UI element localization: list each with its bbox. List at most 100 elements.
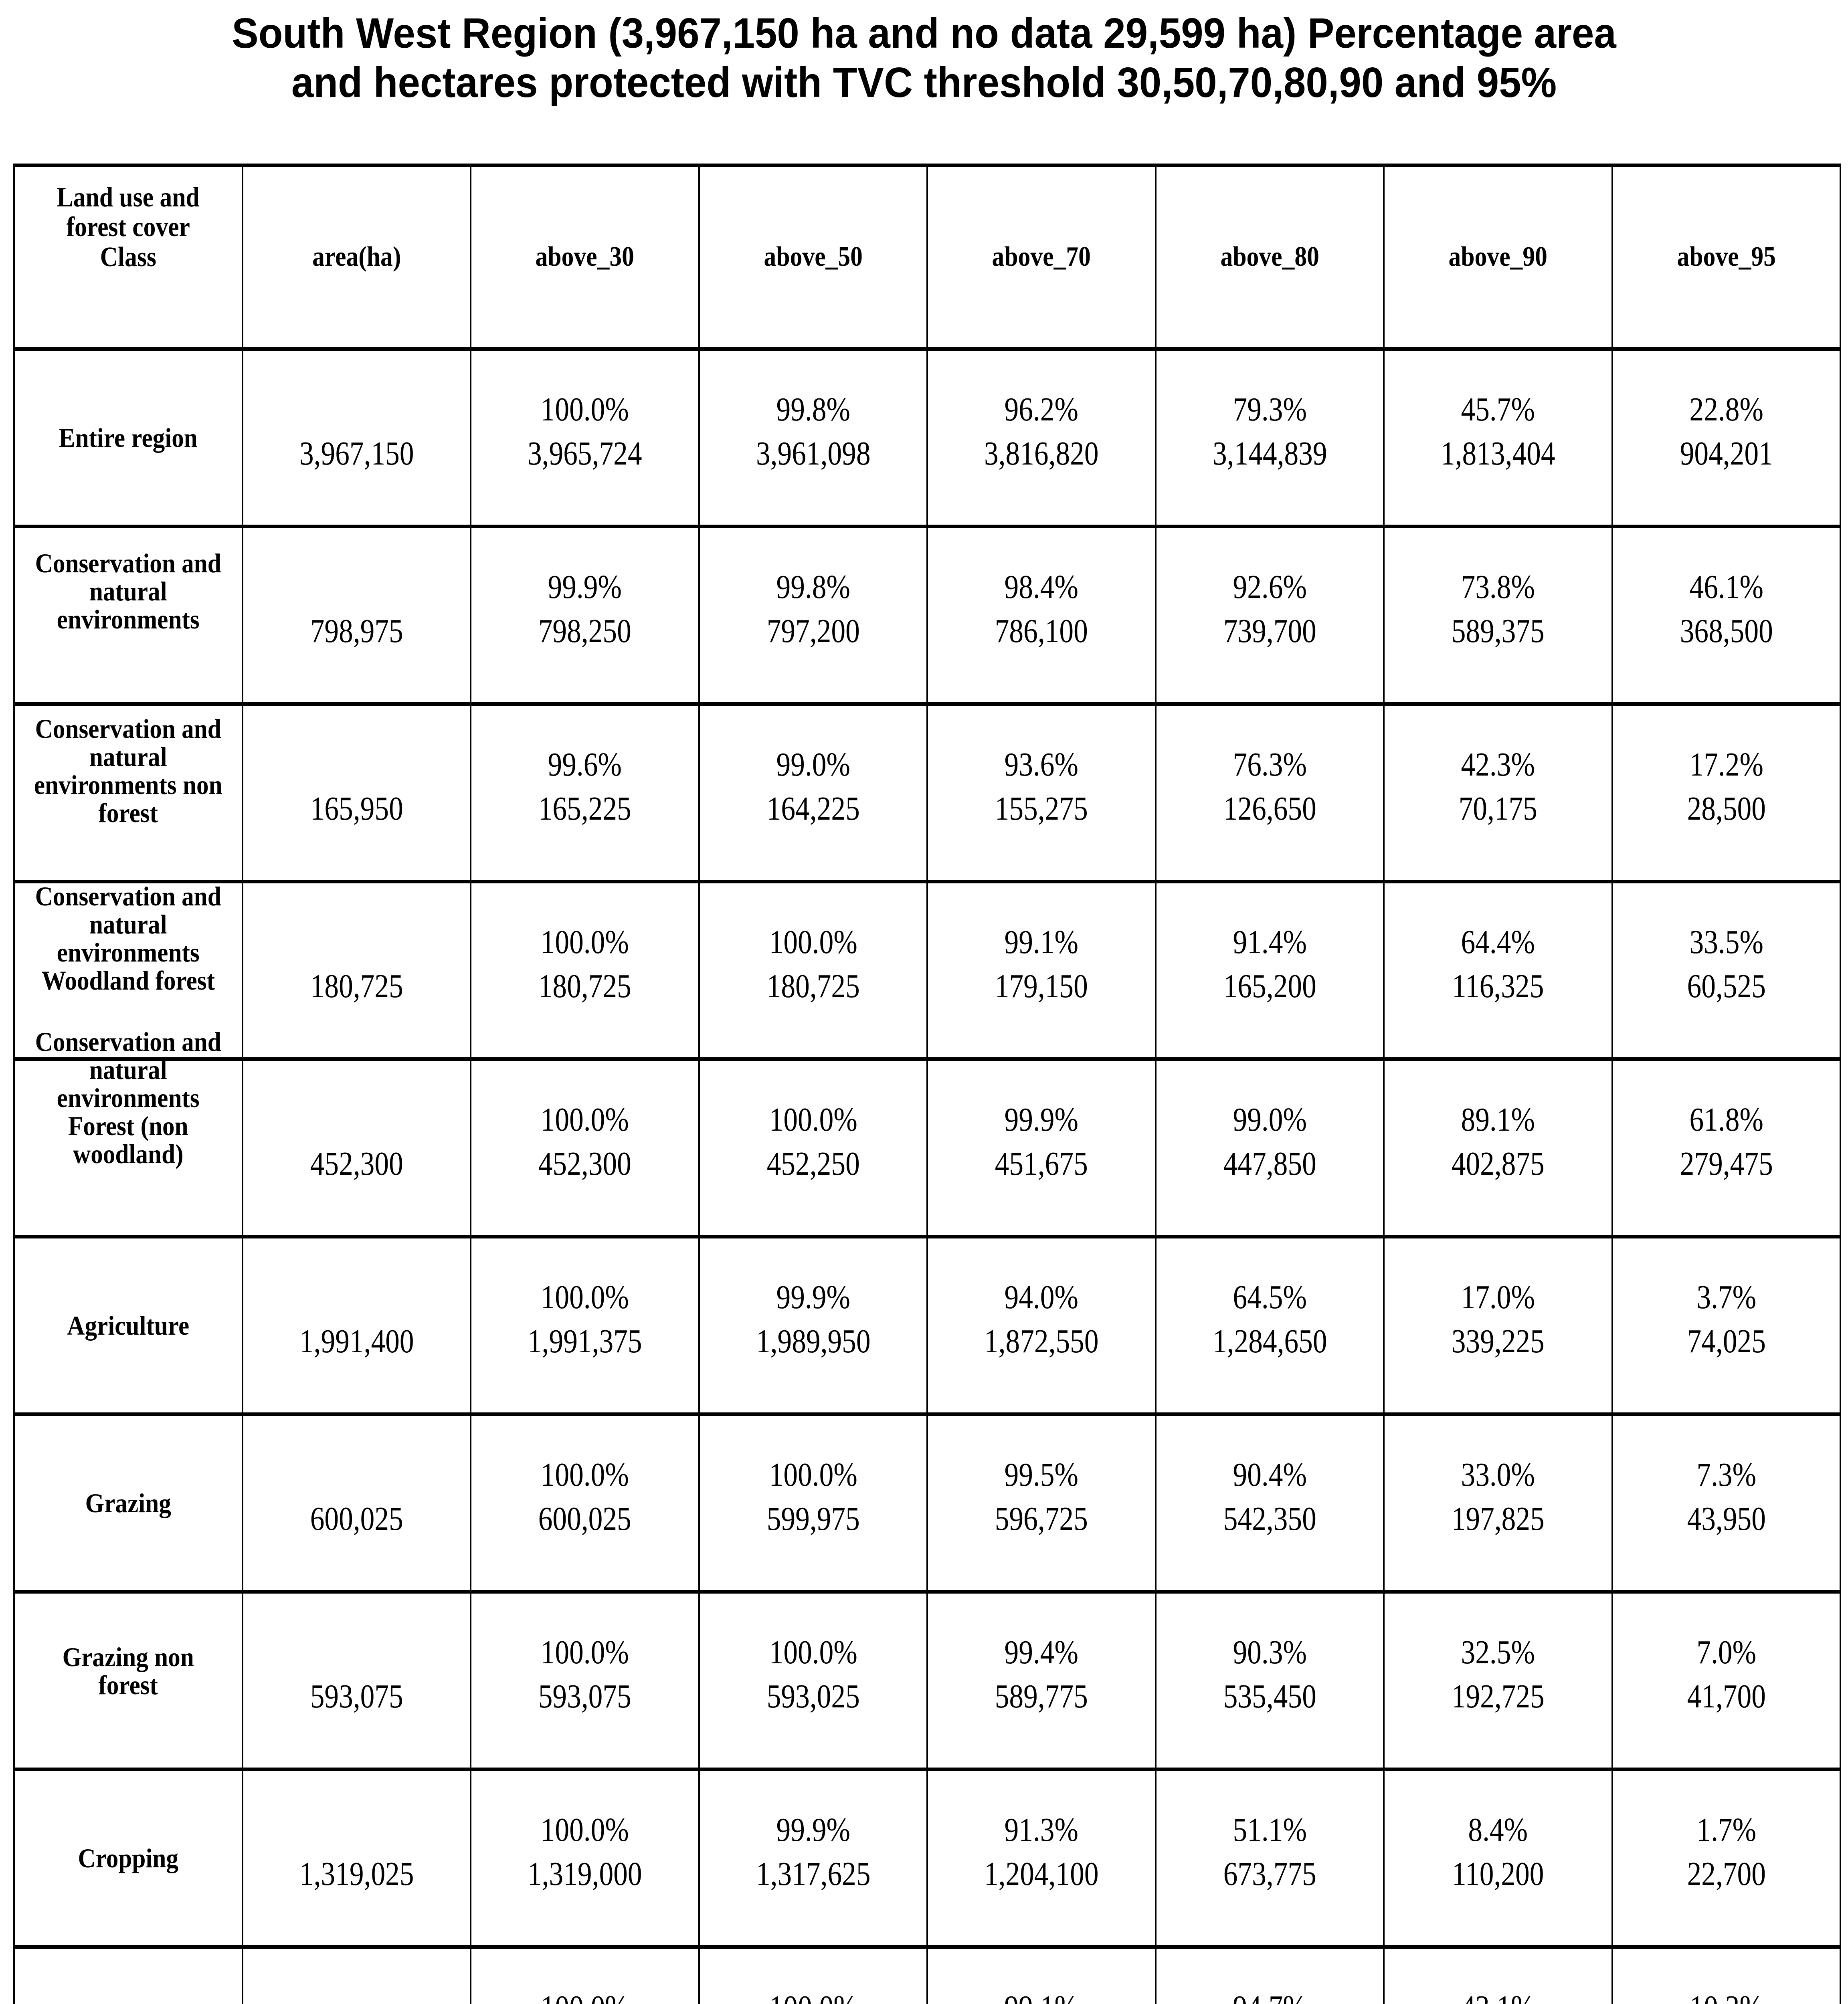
table-row: Grazing non forest 593,075 100.0% 593,075 1… (13, 1590, 1841, 1771)
row-label-cell: Conservation and natural environments (13, 525, 243, 706)
cell-percent (260, 1808, 453, 1852)
cell-hectares: 798,975 (310, 612, 403, 650)
cell-percent: 90.3% (1233, 1633, 1307, 1671)
cell-hectares: 41,700 (1687, 1678, 1766, 1715)
cell-hectares: 452,300 (310, 1145, 403, 1182)
cell-percent: 7.0% (1696, 1633, 1756, 1671)
cell-hectares: 600,025 (310, 1500, 403, 1537)
above-95-cell: 7.0% 41,700 (1611, 1590, 1841, 1771)
page-title-line2: and hectares protected with TVC threshol… (291, 59, 1557, 106)
table-row: Entire region 3,967,150 100.0% 3,965,724 99… (13, 347, 1841, 528)
row-label: Cropping (78, 1842, 179, 1873)
col-header-above-95: above_95 (1611, 164, 1841, 351)
cell-hectares: 192,725 (1451, 1678, 1545, 1715)
above-50-cell: 99.8% 3,961,098 (698, 347, 928, 528)
above-95-cell: 33.5% 60,525 (1611, 880, 1841, 1061)
above-95-cell: 61.8% 279,475 (1611, 1057, 1841, 1238)
cell-hectares: 1,991,375 (527, 1323, 642, 1360)
above-90-cell: 43.1%31,175 (1383, 1945, 1613, 2004)
table-row: Conservation and natural environments Wo… (13, 880, 1841, 1061)
table-row: Conservation and natural environments Fo… (13, 1028, 1841, 1238)
cell-percent: 100.0% (769, 923, 857, 961)
above-90-cell: 17.0% 339,225 (1383, 1235, 1613, 1416)
above-90-cell: 32.5% 192,725 (1383, 1590, 1613, 1771)
cell-percent (260, 920, 453, 964)
cell-hectares: 447,850 (1223, 1145, 1316, 1182)
area-cell: 593,075 (241, 1590, 471, 1771)
above-80-cell: 51.1% 673,775 (1154, 1768, 1385, 1949)
cell-percent (260, 1453, 453, 1497)
cell-percent: 93.6% (1004, 745, 1078, 783)
area-cell: 1,991,400 (241, 1235, 471, 1416)
cell-percent: 100.0% (540, 923, 629, 961)
cell-hectares: 126,650 (1223, 790, 1316, 827)
cell-percent (260, 743, 453, 787)
cell-hectares: 1,813,404 (1440, 435, 1555, 472)
landuse-table: Land use and forest cover Class area(ha)… (13, 164, 1841, 2004)
above-50-cell: 100.0%72,250 (698, 1945, 928, 2004)
cell-hectares: 74,025 (1687, 1323, 1766, 1360)
area-cell: 3,967,150 (241, 347, 471, 528)
cell-percent: 98.4% (1004, 568, 1078, 606)
cell-percent: 96.2% (1004, 390, 1078, 428)
cell-percent: 100.0% (540, 1278, 629, 1316)
cell-percent: 64.5% (1233, 1278, 1307, 1316)
above-95-cell: 1.7% 22,700 (1611, 1768, 1841, 1949)
cell-hectares: 28,500 (1687, 790, 1766, 827)
above-90-cell: 89.1% 402,875 (1383, 1057, 1613, 1238)
cell-percent (260, 565, 453, 609)
cell-percent: 64.4% (1461, 923, 1535, 961)
cell-hectares: 60,525 (1687, 968, 1766, 1005)
above-70-cell: 99.5% 596,725 (926, 1412, 1157, 1594)
cell-percent: 99.5% (1004, 1456, 1078, 1493)
row-label-cell: Conservation and natural environments Fo… (13, 1028, 243, 1238)
cell-percent (260, 1098, 453, 1142)
cell-percent: 99.4% (1004, 1633, 1078, 1671)
row-label-cell: Cropping (13, 1768, 243, 1949)
row-label-cell: Irrigation (13, 1945, 243, 2004)
table-row: Irrigation 72,250100.0%72,250100.0%72,25… (13, 1945, 1841, 2004)
table-header-row: Land use and forest cover Class area(ha)… (13, 164, 1841, 351)
above-90-cell: 33.0% 197,825 (1383, 1412, 1613, 1594)
above-70-cell: 96.2% 3,816,820 (926, 347, 1157, 528)
cell-percent: 17.0% (1461, 1278, 1535, 1316)
row-label: Entire region (59, 422, 198, 453)
cell-percent: 99.0% (776, 745, 850, 783)
table-row: Conservation and natural environments no… (13, 702, 1841, 883)
cell-hectares: 1,989,950 (756, 1323, 871, 1360)
cell-percent: 100.0% (488, 1986, 681, 2004)
cell-hectares: 589,775 (995, 1678, 1088, 1715)
cell-hectares: 43,950 (1687, 1500, 1766, 1537)
above-80-cell: 90.3% 535,450 (1154, 1590, 1385, 1771)
area-cell: 600,025 (241, 1412, 471, 1594)
cell-hectares: 368,500 (1680, 612, 1773, 650)
cell-hectares: 165,200 (1223, 968, 1316, 1005)
above-80-cell: 76.3% 126,650 (1154, 702, 1385, 883)
cell-hectares: 542,350 (1223, 1500, 1316, 1537)
cell-percent: 99.9% (548, 568, 622, 606)
cell-hectares: 599,975 (766, 1500, 860, 1537)
cell-hectares: 589,375 (1451, 612, 1545, 650)
area-cell: 165,950 (241, 702, 471, 883)
above-70-cell: 99.1%71,625 (926, 1945, 1157, 2004)
above-30-cell: 100.0% 3,965,724 (470, 347, 700, 528)
above-50-cell: 100.0% 180,725 (698, 880, 928, 1061)
cell-hectares: 180,725 (766, 968, 860, 1005)
col-header-class: Land use and forest cover Class (13, 164, 243, 351)
cell-percent: 33.5% (1689, 923, 1763, 961)
above-90-cell: 73.8% 589,375 (1383, 525, 1613, 706)
row-label: Conservation and natural environments Fo… (35, 1026, 221, 1170)
above-30-cell: 100.0% 452,300 (470, 1057, 700, 1238)
above-90-cell: 8.4% 110,200 (1383, 1768, 1613, 1949)
cell-percent: 51.1% (1233, 1811, 1307, 1848)
above-90-cell: 42.3% 70,175 (1383, 702, 1613, 883)
cell-hectares: 798,250 (538, 612, 631, 650)
cell-percent: 100.0% (769, 1101, 857, 1138)
row-label-cell: Agriculture (13, 1235, 243, 1416)
row-label-cell: Conservation and natural environments no… (13, 702, 243, 883)
cell-hectares: 673,775 (1223, 1855, 1316, 1893)
cell-hectares: 116,325 (1452, 968, 1544, 1005)
cell-percent: 100.0% (540, 390, 629, 428)
cell-percent: 100.0% (769, 1456, 857, 1493)
